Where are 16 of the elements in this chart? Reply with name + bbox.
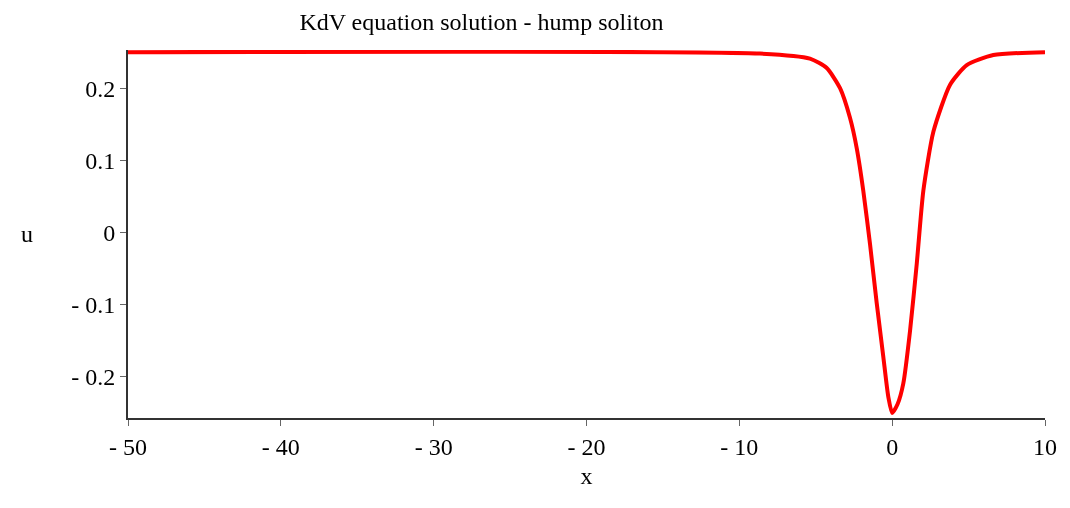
x-tick-label: 0: [886, 433, 899, 460]
x-tick-label: - 20: [567, 433, 606, 460]
x-tick-label: - 50: [109, 433, 147, 460]
y-tick-label: 0: [103, 219, 116, 246]
y-tick-label: - 0.2: [71, 364, 116, 391]
y-tick-label: 0.2: [85, 75, 116, 102]
y-tick-label: - 0.1: [71, 292, 116, 319]
y-tick-label: 0.1: [85, 147, 116, 174]
x-tick-label: 10: [1033, 433, 1057, 460]
x-tick-label: - 10: [720, 433, 759, 460]
line-series: [128, 50, 1045, 415]
x-tick-label: - 30: [414, 433, 453, 460]
y-axis-title: u: [21, 221, 33, 247]
x-tick-label: - 40: [261, 433, 300, 460]
chart-title: KdV equation solution - hump soliton: [299, 8, 664, 35]
x-axis-title: x: [580, 462, 593, 489]
